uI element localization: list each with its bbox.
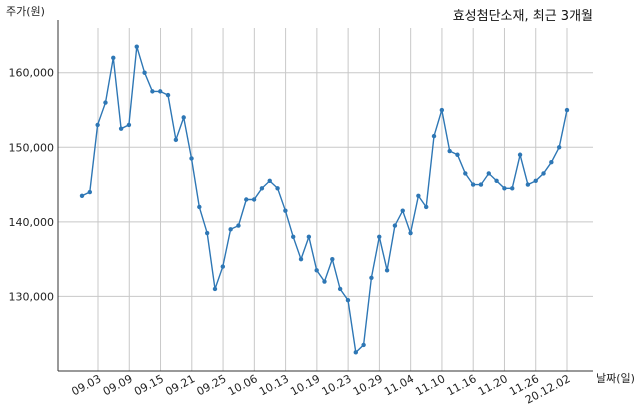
y-tick-label: 160,000 [9, 67, 55, 80]
x-tick-label: 09.03 [69, 372, 103, 398]
price-point [298, 256, 304, 262]
x-tick-label: 11.04 [382, 372, 416, 398]
price-point [291, 234, 296, 239]
grid [58, 28, 593, 371]
price-point [103, 100, 108, 105]
price-point [251, 197, 257, 202]
price-point [220, 264, 226, 269]
price-point [510, 186, 515, 191]
price-point [556, 145, 562, 150]
price-point [275, 186, 280, 191]
price-point [369, 275, 374, 280]
tick-labels: 130,000140,000150,000160,00009.0309.0909… [9, 67, 573, 407]
price-point [111, 55, 116, 61]
price-point [517, 152, 523, 157]
y-axis-label: 주가(원) [6, 5, 45, 18]
price-point [486, 171, 491, 176]
price-point [455, 152, 460, 157]
price-point [384, 268, 390, 273]
axes [57, 20, 593, 372]
price-point [95, 122, 100, 128]
x-tick-label: 10.29 [351, 372, 385, 398]
price-point [463, 171, 468, 176]
price-point [502, 186, 507, 191]
price-point [306, 234, 312, 239]
price-point [79, 193, 85, 198]
x-tick-label: 11.16 [445, 372, 479, 398]
price-point [259, 186, 265, 191]
price-point [165, 92, 171, 98]
price-point [494, 178, 499, 184]
price-point [173, 137, 179, 143]
price-point [470, 182, 476, 187]
y-tick-label: 150,000 [9, 141, 55, 154]
price-point [189, 156, 194, 161]
price-point [142, 70, 147, 75]
price-point [337, 286, 343, 292]
x-tick-label: 10.19 [288, 372, 322, 398]
price-point [212, 286, 218, 292]
x-tick-label: 10.06 [226, 372, 260, 398]
price-point [322, 279, 327, 284]
x-tick-label: 11.20 [476, 372, 510, 398]
price-point [353, 350, 358, 355]
price-point [377, 234, 382, 239]
price-point [134, 44, 139, 49]
x-tick-label: 09.21 [163, 372, 197, 398]
x-axis-label: 날짜(일) [596, 371, 635, 385]
price-point [533, 178, 538, 184]
price-point [447, 148, 452, 154]
price-point [416, 193, 421, 198]
price-point [267, 178, 272, 184]
price-line [81, 46, 568, 354]
x-tick-label: 09.25 [195, 372, 229, 398]
price-point [87, 189, 93, 195]
price-point [564, 107, 570, 113]
price-point [244, 197, 249, 202]
price-point [126, 122, 132, 128]
x-tick-label: 10.23 [320, 372, 354, 398]
price-point [228, 227, 233, 232]
price-point [236, 223, 241, 228]
price-point [439, 107, 445, 113]
price-point [345, 297, 351, 303]
price-point [408, 230, 413, 236]
x-tick-label: 09.09 [101, 372, 135, 398]
price-point [525, 182, 531, 187]
price-point [314, 268, 319, 273]
price-point [541, 171, 546, 176]
price-point [283, 208, 288, 213]
x-tick-label: 11.10 [413, 372, 447, 398]
price-point [330, 256, 335, 262]
y-tick-label: 140,000 [9, 216, 55, 229]
price-point [118, 126, 124, 131]
price-point [549, 160, 554, 165]
price-point [204, 230, 210, 236]
price-point [181, 115, 186, 120]
chart-title: 효성첨단소재, 최근 3개월 [453, 9, 593, 24]
x-tick-label: 10.13 [257, 372, 291, 398]
price-point [150, 89, 155, 94]
price-point [197, 204, 202, 210]
y-tick-label: 130,000 [9, 290, 55, 303]
price-point [478, 182, 484, 187]
price-point [400, 208, 405, 213]
price-point [431, 133, 437, 139]
price-series [79, 44, 570, 355]
price-point [361, 342, 366, 348]
price-point [392, 223, 398, 228]
x-tick-label: 09.15 [132, 372, 166, 398]
price-point [158, 89, 163, 94]
price-point [423, 204, 429, 210]
